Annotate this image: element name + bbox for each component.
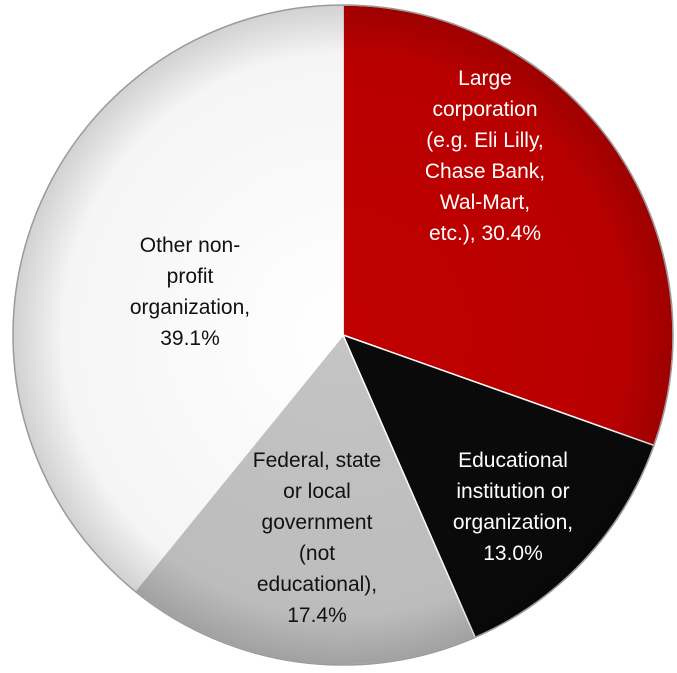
slice-label-line: organization, <box>453 511 573 534</box>
slice-label-line: government <box>262 511 373 534</box>
slice-label-line: 17.4% <box>287 604 347 627</box>
slice-label-line: Chase Bank, <box>425 160 545 183</box>
slice-label-line: institution or <box>456 480 569 503</box>
slice-label-line: Educational <box>458 449 568 472</box>
slice-label-line: organization, <box>130 296 250 319</box>
slice-label-line: etc.), 30.4% <box>429 222 541 245</box>
slice-label-line: 13.0% <box>483 542 543 565</box>
slice-label-line: Wal-Mart, <box>440 191 530 214</box>
slice-label-1: Large corporation (e.g. Eli Lilly, Chase Ba… <box>425 67 545 245</box>
pie-labels: Large corporation (e.g. Eli Lilly, Chase Ba… <box>130 67 573 627</box>
slice-label-line: corporation <box>432 98 537 121</box>
pie-slices <box>12 4 674 666</box>
slice-label-line: educational), <box>257 573 377 596</box>
slice-label-line: profit <box>167 265 214 288</box>
slice-label-line: (e.g. Eli Lilly, <box>426 129 543 152</box>
slice-label-line: Other non- <box>140 234 240 257</box>
slice-label-line: (not <box>299 542 335 565</box>
pie-outline <box>12 4 674 666</box>
slice-label-4: Other non-profit organization, 39.1% <box>130 234 250 350</box>
slice-label-2: Educational institution or organization, 13… <box>453 449 573 565</box>
slice-label-line: or local <box>283 480 351 503</box>
slice-label-line: 39.1% <box>160 327 220 350</box>
slice-label-3: Federal, state or local government (not educ… <box>253 449 381 627</box>
slice-label-line: Federal, state <box>253 449 381 472</box>
slice-label-line: Large <box>458 67 512 90</box>
